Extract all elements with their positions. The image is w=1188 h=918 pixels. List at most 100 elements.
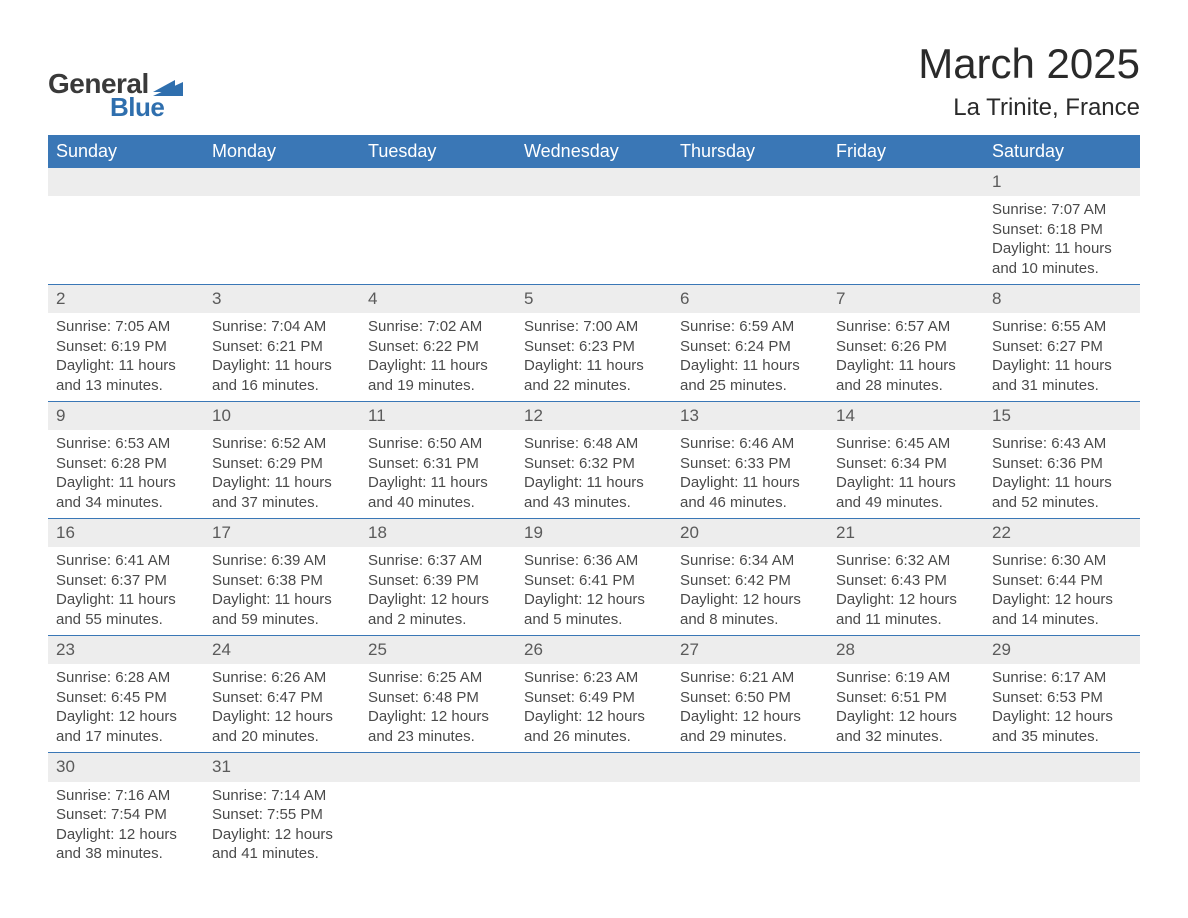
day-details-cell (672, 196, 828, 285)
day-detail-line: and 13 minutes. (56, 376, 196, 396)
day-detail-line: Daylight: 11 hours (836, 356, 976, 376)
day-detail-line: Sunrise: 7:07 AM (992, 200, 1132, 220)
day-detail-line: Sunrise: 6:53 AM (56, 434, 196, 454)
day-detail-line: Daylight: 12 hours (368, 590, 508, 610)
day-detail-line: Sunset: 6:18 PM (992, 220, 1132, 240)
day-detail-line: Sunset: 6:51 PM (836, 688, 976, 708)
day-detail-line: and 19 minutes. (368, 376, 508, 396)
day-detail-line: Daylight: 11 hours (56, 356, 196, 376)
day-details-cell: Sunrise: 7:14 AMSunset: 7:55 PMDaylight:… (204, 782, 360, 870)
day-number-cell: 7 (828, 285, 984, 314)
day-number-cell: 20 (672, 519, 828, 548)
day-details-cell (516, 782, 672, 870)
day-detail-line: Sunset: 6:53 PM (992, 688, 1132, 708)
day-detail-line: Sunrise: 6:30 AM (992, 551, 1132, 571)
day-details-cell: Sunrise: 6:46 AMSunset: 6:33 PMDaylight:… (672, 430, 828, 519)
day-detail-line: and 31 minutes. (992, 376, 1132, 396)
details-row: Sunrise: 6:41 AMSunset: 6:37 PMDaylight:… (48, 547, 1140, 636)
day-number-cell: 4 (360, 285, 516, 314)
day-details-cell (516, 196, 672, 285)
day-details-cell: Sunrise: 6:26 AMSunset: 6:47 PMDaylight:… (204, 664, 360, 753)
day-detail-line: Sunset: 6:34 PM (836, 454, 976, 474)
day-number-cell: 13 (672, 402, 828, 431)
day-detail-line: Sunset: 6:38 PM (212, 571, 352, 591)
day-detail-line: Sunrise: 6:39 AM (212, 551, 352, 571)
day-detail-line: and 8 minutes. (680, 610, 820, 630)
day-number-cell: 24 (204, 636, 360, 665)
day-detail-line: Sunrise: 6:41 AM (56, 551, 196, 571)
day-details-cell: Sunrise: 7:16 AMSunset: 7:54 PMDaylight:… (48, 782, 204, 870)
day-details-cell: Sunrise: 6:45 AMSunset: 6:34 PMDaylight:… (828, 430, 984, 519)
day-details-cell: Sunrise: 6:52 AMSunset: 6:29 PMDaylight:… (204, 430, 360, 519)
daynum-row: 23242526272829 (48, 636, 1140, 665)
day-details-cell (48, 196, 204, 285)
day-detail-line: Daylight: 11 hours (524, 473, 664, 493)
day-details-cell (360, 782, 516, 870)
day-detail-line: and 10 minutes. (992, 259, 1132, 279)
day-detail-line: and 28 minutes. (836, 376, 976, 396)
day-detail-line: Daylight: 12 hours (836, 590, 976, 610)
day-detail-line: Daylight: 12 hours (524, 707, 664, 727)
month-title: March 2025 (918, 40, 1140, 88)
day-detail-line: Sunrise: 6:48 AM (524, 434, 664, 454)
day-number-cell: 22 (984, 519, 1140, 548)
day-detail-line: and 23 minutes. (368, 727, 508, 747)
day-detail-line: Sunrise: 6:43 AM (992, 434, 1132, 454)
day-detail-line: Sunrise: 7:16 AM (56, 786, 196, 806)
day-number-cell: 8 (984, 285, 1140, 314)
day-detail-line: Sunrise: 6:19 AM (836, 668, 976, 688)
day-details-cell: Sunrise: 7:04 AMSunset: 6:21 PMDaylight:… (204, 313, 360, 402)
day-detail-line: Daylight: 12 hours (212, 707, 352, 727)
daynum-row: 16171819202122 (48, 519, 1140, 548)
day-detail-line: and 32 minutes. (836, 727, 976, 747)
day-detail-line: Sunset: 6:50 PM (680, 688, 820, 708)
day-detail-line: Daylight: 11 hours (212, 590, 352, 610)
day-details-cell: Sunrise: 7:05 AMSunset: 6:19 PMDaylight:… (48, 313, 204, 402)
day-detail-line: Daylight: 11 hours (212, 356, 352, 376)
day-number-cell: 18 (360, 519, 516, 548)
day-details-cell: Sunrise: 6:23 AMSunset: 6:49 PMDaylight:… (516, 664, 672, 753)
weekday-header: Tuesday (360, 135, 516, 168)
day-detail-line: Sunrise: 6:36 AM (524, 551, 664, 571)
day-details-cell (672, 782, 828, 870)
day-detail-line: Sunset: 6:39 PM (368, 571, 508, 591)
day-detail-line: and 25 minutes. (680, 376, 820, 396)
day-detail-line: Sunrise: 6:46 AM (680, 434, 820, 454)
day-details-cell (204, 196, 360, 285)
day-number-cell (360, 753, 516, 782)
location: La Trinite, France (918, 94, 1140, 122)
day-detail-line: Daylight: 12 hours (836, 707, 976, 727)
day-detail-line: Sunrise: 6:25 AM (368, 668, 508, 688)
day-number-cell: 1 (984, 168, 1140, 196)
day-details-cell: Sunrise: 6:25 AMSunset: 6:48 PMDaylight:… (360, 664, 516, 753)
day-number-cell (360, 168, 516, 196)
day-detail-line: Sunrise: 6:26 AM (212, 668, 352, 688)
day-detail-line: and 38 minutes. (56, 844, 196, 864)
day-number-cell: 28 (828, 636, 984, 665)
day-detail-line: and 20 minutes. (212, 727, 352, 747)
day-number-cell (48, 168, 204, 196)
day-detail-line: Daylight: 12 hours (680, 707, 820, 727)
calendar-table: Sunday Monday Tuesday Wednesday Thursday… (48, 135, 1140, 870)
day-details-cell (828, 782, 984, 870)
day-detail-line: and 49 minutes. (836, 493, 976, 513)
day-details-cell: Sunrise: 7:02 AMSunset: 6:22 PMDaylight:… (360, 313, 516, 402)
day-number-cell (984, 753, 1140, 782)
details-row: Sunrise: 6:53 AMSunset: 6:28 PMDaylight:… (48, 430, 1140, 519)
details-row: Sunrise: 7:07 AMSunset: 6:18 PMDaylight:… (48, 196, 1140, 285)
day-number-cell: 6 (672, 285, 828, 314)
day-detail-line: and 2 minutes. (368, 610, 508, 630)
day-detail-line: Sunset: 6:22 PM (368, 337, 508, 357)
day-detail-line: Sunrise: 7:05 AM (56, 317, 196, 337)
day-detail-line: and 46 minutes. (680, 493, 820, 513)
day-detail-line: and 16 minutes. (212, 376, 352, 396)
day-detail-line: Sunset: 6:47 PM (212, 688, 352, 708)
weekday-header-row: Sunday Monday Tuesday Wednesday Thursday… (48, 135, 1140, 168)
day-details-cell: Sunrise: 6:34 AMSunset: 6:42 PMDaylight:… (672, 547, 828, 636)
day-detail-line: and 5 minutes. (524, 610, 664, 630)
day-details-cell: Sunrise: 7:00 AMSunset: 6:23 PMDaylight:… (516, 313, 672, 402)
day-detail-line: and 34 minutes. (56, 493, 196, 513)
day-detail-line: Daylight: 12 hours (212, 825, 352, 845)
day-detail-line: Sunrise: 7:04 AM (212, 317, 352, 337)
day-details-cell (360, 196, 516, 285)
